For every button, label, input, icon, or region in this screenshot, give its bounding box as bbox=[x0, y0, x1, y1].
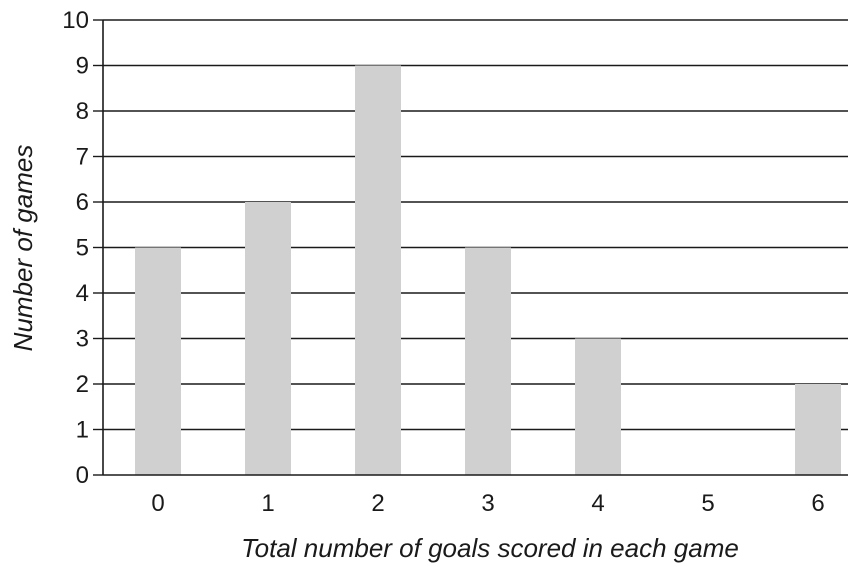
x-tick-labels: 0 1 2 3 4 5 6 bbox=[151, 490, 824, 517]
y-tick-label-0: 0 bbox=[76, 462, 89, 489]
y-tick-label-6: 6 bbox=[76, 189, 89, 216]
x-tick-label-6: 6 bbox=[811, 490, 824, 517]
bar-1 bbox=[245, 202, 291, 475]
y-tick-label-7: 7 bbox=[76, 144, 89, 171]
y-tick-label-9: 9 bbox=[76, 53, 89, 80]
y-tick-label-3: 3 bbox=[76, 326, 89, 353]
y-tick-label-5: 5 bbox=[76, 235, 89, 262]
bar-6 bbox=[795, 384, 841, 475]
y-tick-label-8: 8 bbox=[76, 98, 89, 125]
y-tick-label-2: 2 bbox=[76, 371, 89, 398]
x-tick-label-0: 0 bbox=[151, 490, 164, 517]
y-tick-label-10: 10 bbox=[62, 7, 89, 34]
x-tick-label-1: 1 bbox=[261, 490, 274, 517]
x-axis-label: Total number of goals scored in each gam… bbox=[241, 533, 739, 563]
y-tick-label-1: 1 bbox=[76, 417, 89, 444]
bar-0 bbox=[135, 247, 181, 475]
y-tick-labels: 0 1 2 3 4 5 6 7 8 9 10 bbox=[62, 7, 89, 489]
x-tick-label-5: 5 bbox=[701, 490, 714, 517]
bars bbox=[135, 65, 841, 475]
axes bbox=[93, 19, 848, 476]
x-tick-label-4: 4 bbox=[591, 490, 604, 517]
x-tick-label-3: 3 bbox=[481, 490, 494, 517]
bar-4 bbox=[575, 338, 621, 475]
x-tick-label-2: 2 bbox=[371, 490, 384, 517]
y-axis-label: Number of games bbox=[8, 145, 38, 352]
bar-3 bbox=[465, 247, 511, 475]
y-tick-label-4: 4 bbox=[76, 280, 89, 307]
bar-2 bbox=[355, 65, 401, 475]
